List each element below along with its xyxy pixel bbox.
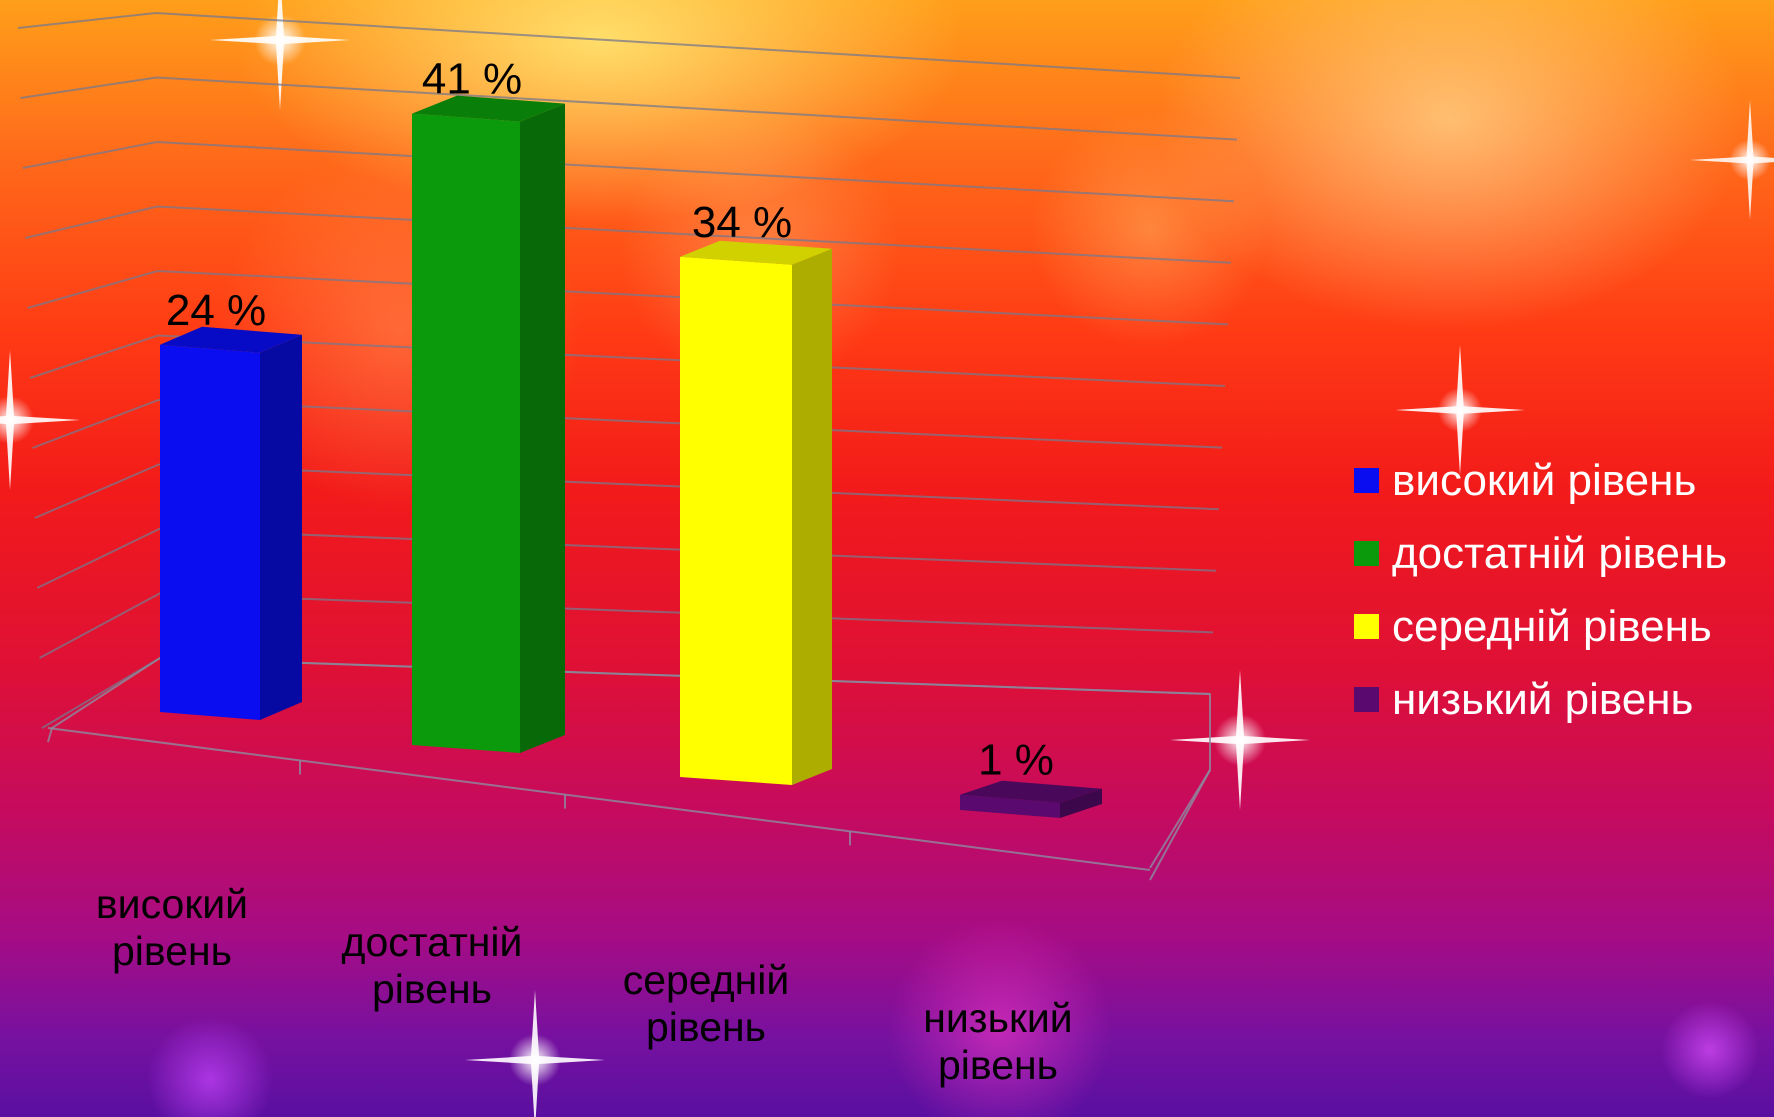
- bar-top-face: [680, 240, 832, 265]
- gridline: [27, 269, 1229, 326]
- bar-value-label: 1 %: [978, 736, 1054, 785]
- bar-top-face: [160, 326, 302, 353]
- bar-value-label: 34 %: [692, 198, 792, 247]
- legend-swatch: [1354, 541, 1379, 566]
- gridline: [32, 398, 1223, 449]
- legend-swatch: [1354, 687, 1379, 712]
- bar-top-face: [412, 95, 565, 122]
- gridline: [36, 527, 1217, 589]
- bar-side-face: [520, 103, 565, 754]
- gridline: [29, 334, 1226, 387]
- bar-value-label: 41 %: [422, 55, 522, 104]
- legend-item: достатній рівень: [1354, 517, 1727, 590]
- category-label: рівень: [938, 1042, 1058, 1088]
- gridline: [39, 592, 1214, 659]
- category-label: низький: [923, 995, 1072, 1041]
- bar-top-face: [960, 780, 1102, 803]
- category-label: рівень: [372, 966, 492, 1012]
- chart-legend: високий рівень достатній рівень середній…: [1354, 444, 1727, 736]
- bar-side-face: [792, 248, 832, 786]
- floor-edge-right: [1149, 769, 1211, 869]
- category-label: рівень: [112, 928, 232, 974]
- gridline: [17, 11, 1241, 79]
- legend-swatch: [1354, 468, 1379, 493]
- bar-front-face: [160, 344, 260, 720]
- bar-front-face: [412, 113, 520, 754]
- category-label: достатній: [342, 919, 523, 965]
- bar-front-face: [680, 256, 792, 785]
- bar-value-label: 24 %: [166, 286, 266, 335]
- gridline: [20, 76, 1238, 141]
- legend-label: високий рівень: [1392, 455, 1697, 505]
- category-label: рівень: [646, 1004, 766, 1050]
- category-label: середній: [623, 957, 790, 1003]
- bar-front-face: [960, 794, 1060, 818]
- category-label: високий: [96, 881, 248, 927]
- bar-side-face: [260, 334, 302, 720]
- legend-label: середній рівень: [1392, 601, 1712, 651]
- chart-value-labels: 24 % 41 % 34 % 1 %: [166, 55, 1054, 785]
- legend-item: низький рівень: [1354, 663, 1727, 736]
- legend-swatch: [1354, 614, 1379, 639]
- floor-edge-front: [47, 727, 1151, 871]
- legend-label: низький рівень: [1392, 674, 1694, 724]
- legend-item: середній рівень: [1354, 590, 1727, 663]
- bar-side-face: [1060, 788, 1102, 818]
- gridline: [34, 463, 1220, 519]
- gridline: [24, 205, 1232, 264]
- gridline: [22, 140, 1235, 203]
- chart-bars: [160, 95, 1102, 818]
- legend-label: достатній рівень: [1392, 528, 1728, 578]
- legend-item: високий рівень: [1354, 444, 1727, 517]
